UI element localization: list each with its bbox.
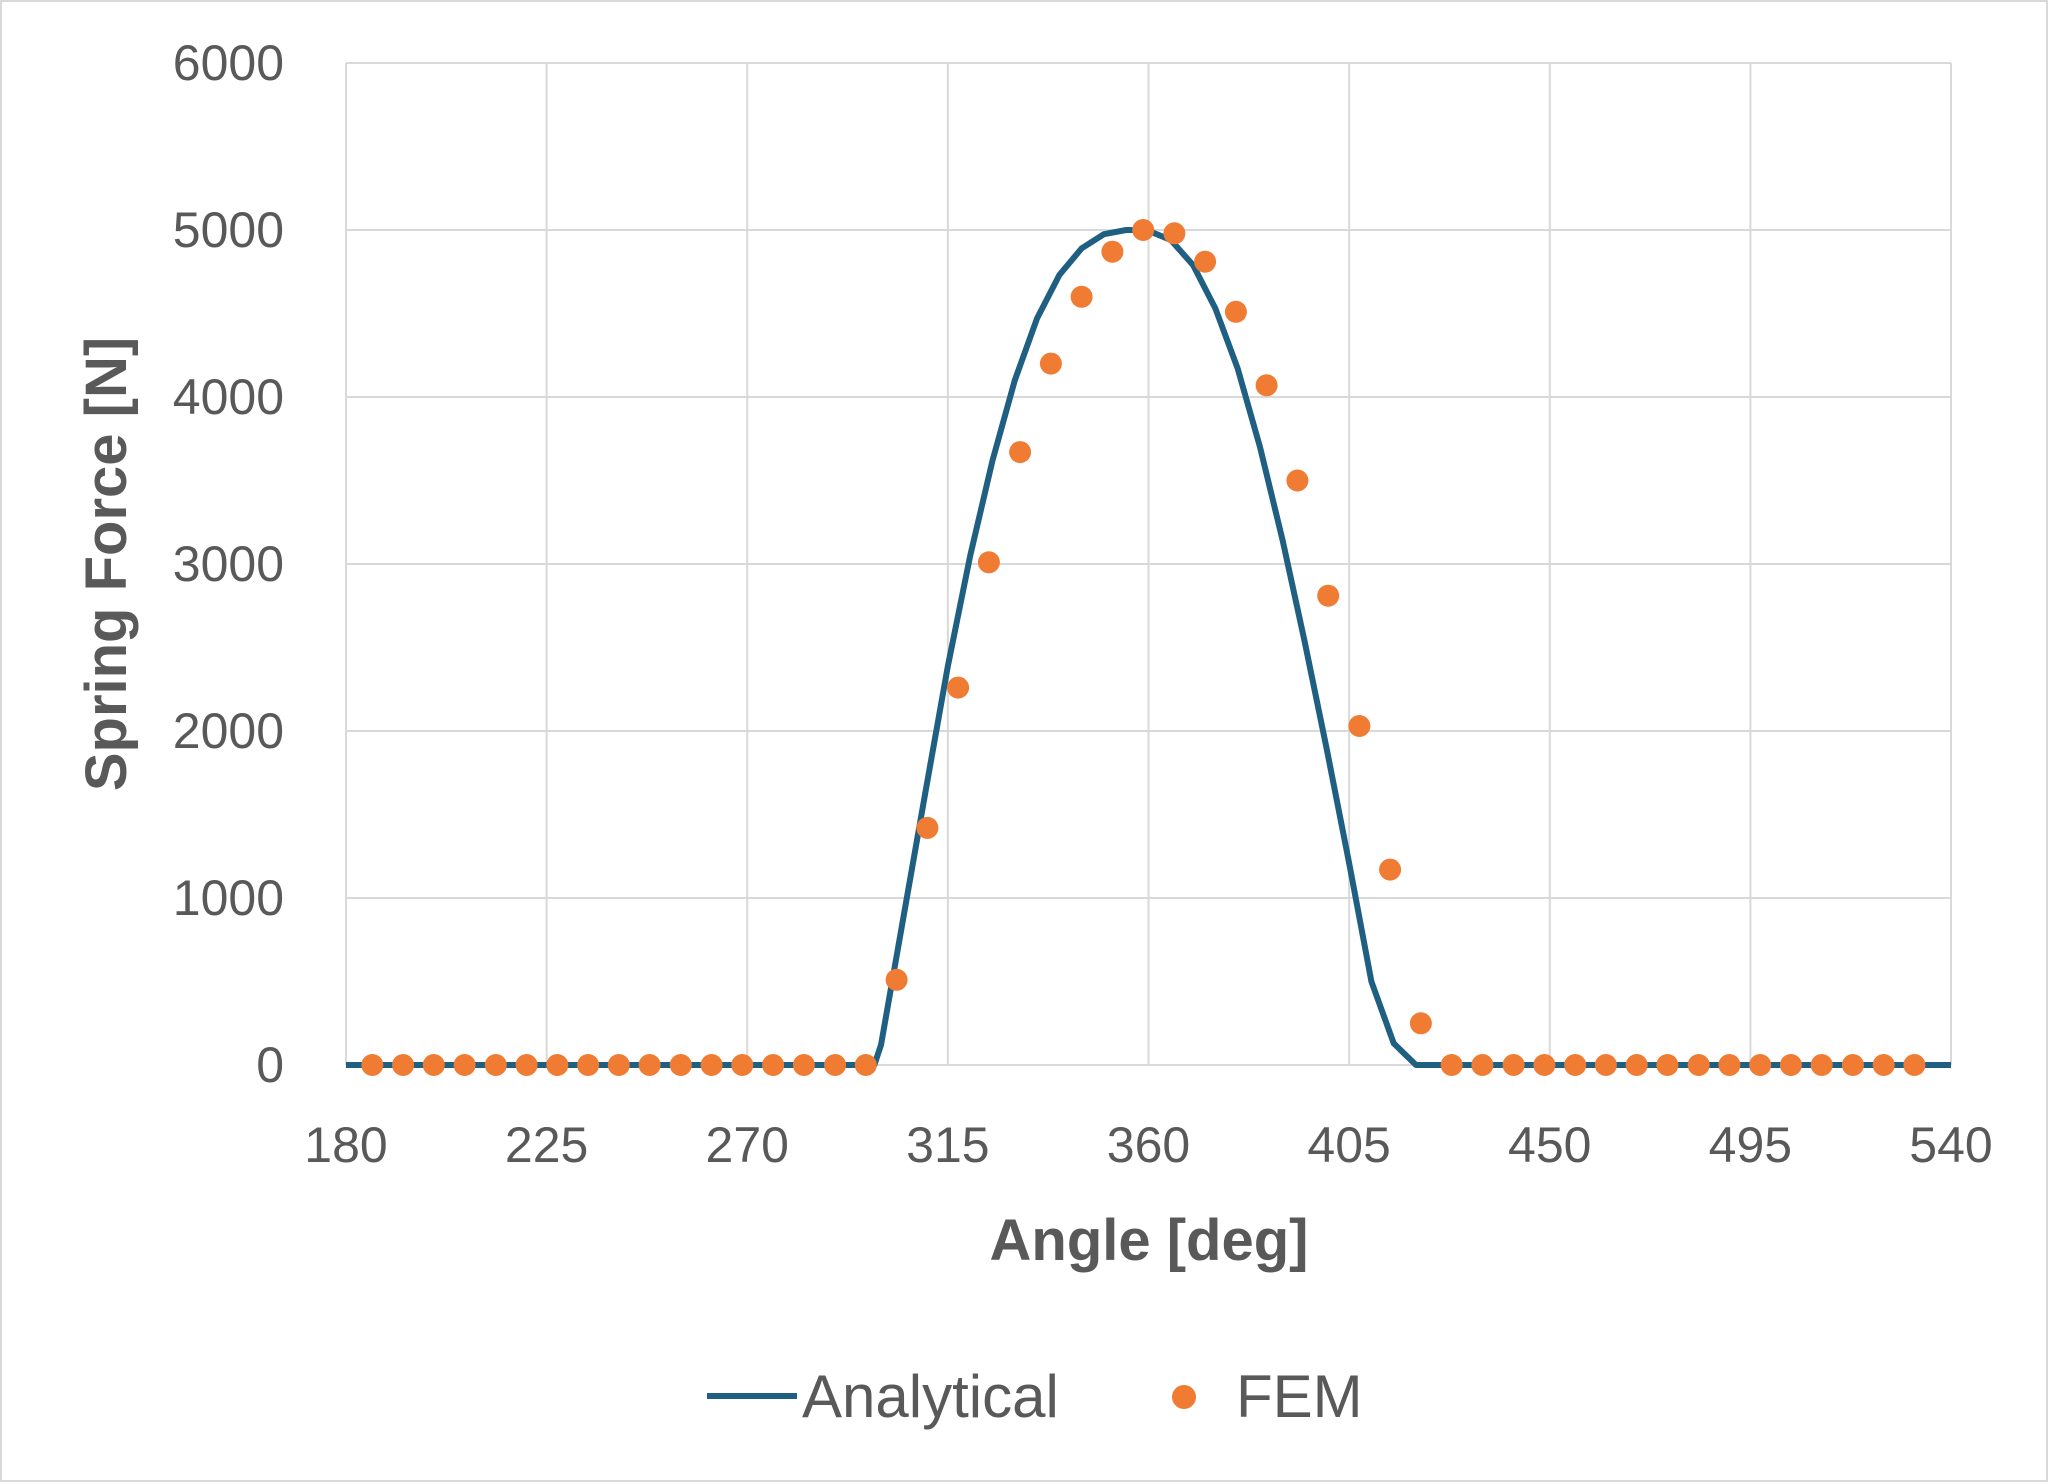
legend-analytical-label: Analytical: [802, 1363, 1059, 1430]
fem-point: [1348, 715, 1371, 737]
x-tick-label: 180: [304, 1117, 387, 1173]
fem-point: [1471, 1054, 1494, 1076]
y-tick-label: 6000: [173, 35, 284, 91]
fem-point: [824, 1054, 847, 1076]
fem-point: [977, 551, 1000, 574]
y-tick-label: 4000: [173, 369, 284, 425]
fem-point: [577, 1054, 600, 1076]
x-tick-label: 315: [906, 1117, 989, 1173]
legend[interactable]: Analytical FEM: [707, 1363, 1363, 1430]
x-tick-label: 540: [1909, 1117, 1992, 1173]
fem-point: [1502, 1054, 1525, 1076]
fem-point: [1070, 285, 1093, 308]
fem-point: [1564, 1054, 1587, 1076]
fem-point: [361, 1054, 384, 1076]
legend-fem-swatch: [1172, 1385, 1196, 1409]
fem-point: [700, 1054, 723, 1076]
fem-point: [1687, 1054, 1710, 1076]
fem-point: [638, 1054, 661, 1076]
fem-point: [1841, 1054, 1864, 1076]
fem-point: [1224, 300, 1247, 323]
fem-point: [1409, 1012, 1432, 1035]
fem-point: [762, 1054, 785, 1076]
fem-point: [1594, 1054, 1617, 1076]
fem-point: [731, 1054, 754, 1076]
fem-point: [392, 1054, 415, 1076]
fem-point: [1718, 1054, 1741, 1076]
series-layer: [346, 219, 1951, 1076]
fem-point: [1286, 469, 1309, 492]
fem-point: [607, 1054, 630, 1076]
fem-point: [1440, 1054, 1463, 1076]
x-tick-label: 450: [1508, 1117, 1591, 1173]
x-axis-title: Angle [deg]: [990, 1208, 1309, 1273]
fem-point: [916, 816, 939, 839]
fem-point: [1779, 1054, 1802, 1076]
fem-point: [515, 1054, 538, 1076]
y-tick-label: 3000: [173, 536, 284, 592]
fem-point: [1132, 219, 1155, 241]
fem-point: [792, 1054, 815, 1076]
y-tick-label: 1000: [173, 870, 284, 926]
fem-point: [669, 1054, 692, 1076]
fem-point: [1872, 1054, 1895, 1076]
x-tick-label: 495: [1709, 1117, 1792, 1173]
fem-point: [1255, 374, 1278, 397]
y-axis-title: Spring Force [N]: [74, 337, 139, 791]
fem-point: [947, 676, 970, 699]
fem-point: [453, 1054, 476, 1076]
fem-point: [1810, 1054, 1833, 1076]
tick-layer: 0 1000 2000 3000 4000 5000 6000 180 225 270 315 360…: [173, 35, 1993, 1173]
fem-point: [484, 1054, 507, 1076]
fem-point: [1625, 1054, 1648, 1076]
fem-point: [1039, 352, 1062, 375]
y-tick-label: 5000: [173, 202, 284, 258]
fem-point: [885, 968, 908, 991]
x-tick-label: 225: [505, 1117, 588, 1173]
fem-point: [1194, 250, 1217, 273]
legend-fem-label: FEM: [1236, 1363, 1363, 1430]
fem-point: [1656, 1054, 1679, 1076]
fem-point: [422, 1054, 445, 1076]
x-tick-label: 270: [706, 1117, 789, 1173]
fem-point: [1749, 1054, 1772, 1076]
fem-point: [1101, 240, 1124, 263]
fem-point: [1533, 1054, 1556, 1076]
grid-layer: [345, 62, 1952, 1066]
fem-point: [1379, 858, 1402, 881]
y-tick-label: 0: [256, 1037, 284, 1093]
fem-point: [1163, 222, 1186, 245]
fem-point: [854, 1054, 877, 1076]
fem-point: [1009, 441, 1032, 464]
fem-point: [546, 1054, 569, 1076]
fem-point: [1903, 1054, 1926, 1076]
fem-point: [1317, 584, 1340, 607]
x-tick-label: 405: [1307, 1117, 1390, 1173]
y-tick-label: 2000: [173, 703, 284, 759]
x-tick-label: 360: [1107, 1117, 1190, 1173]
